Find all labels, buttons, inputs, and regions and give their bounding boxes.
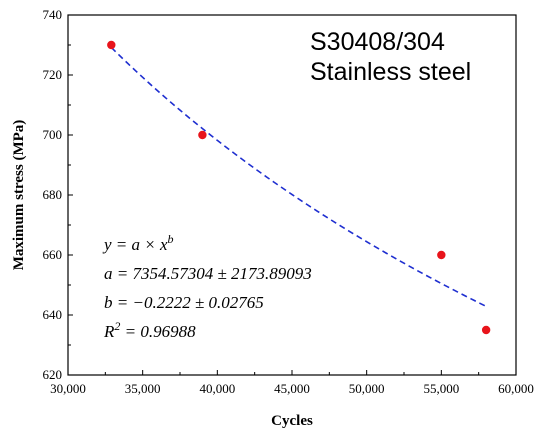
y-tick-label: 700	[43, 127, 63, 142]
data-point	[198, 130, 207, 140]
x-tick-label: 55,000	[423, 381, 459, 396]
y-tick-label: 740	[43, 7, 63, 22]
x-tick-label: 40,000	[199, 381, 235, 396]
data-point	[437, 250, 446, 260]
equation-b: b = −0.2222 ± 0.02765	[104, 293, 264, 312]
equation-r2-superscript: 2	[114, 319, 120, 333]
y-tick-label: 660	[43, 247, 63, 262]
chart-title-line-2: Stainless steel	[310, 58, 471, 86]
y-tick-label: 620	[43, 367, 63, 382]
equation-model-exponent: b	[168, 232, 174, 246]
data-points	[107, 40, 491, 335]
x-tick-label: 45,000	[274, 381, 310, 396]
equation-r2: R2 = 0.96988	[103, 319, 196, 341]
y-axis-title: Maximum stress (MPa)	[11, 120, 27, 271]
equation-r2-symbol: R	[103, 322, 115, 341]
x-tick-label: 30,000	[50, 381, 86, 396]
chart-title-line-1: S30408/304	[310, 28, 445, 56]
equation-model-base: y = a × x	[102, 235, 168, 254]
data-point	[107, 40, 116, 50]
x-axis-ticks: 30,000 35,000 40,000 45,000 50,000 55,000 60,0…	[50, 370, 534, 396]
equation-model: y = a × xb	[102, 232, 174, 254]
fit-curve	[110, 46, 487, 308]
x-tick-label: 50,000	[349, 381, 385, 396]
y-axis-ticks: 620 640 660 680 700 720 740	[43, 7, 73, 382]
equation-a: a = 7354.57304 ± 2173.89093	[104, 264, 312, 283]
y-tick-label: 680	[43, 187, 63, 202]
y-tick-label: 720	[43, 67, 63, 82]
x-tick-label: 35,000	[125, 381, 161, 396]
x-axis-title: Cycles	[271, 413, 313, 429]
data-point	[481, 325, 491, 335]
x-tick-label: 60,000	[498, 381, 534, 396]
y-tick-label: 640	[43, 307, 63, 322]
equation-r2-value: = 0.96988	[120, 322, 196, 341]
